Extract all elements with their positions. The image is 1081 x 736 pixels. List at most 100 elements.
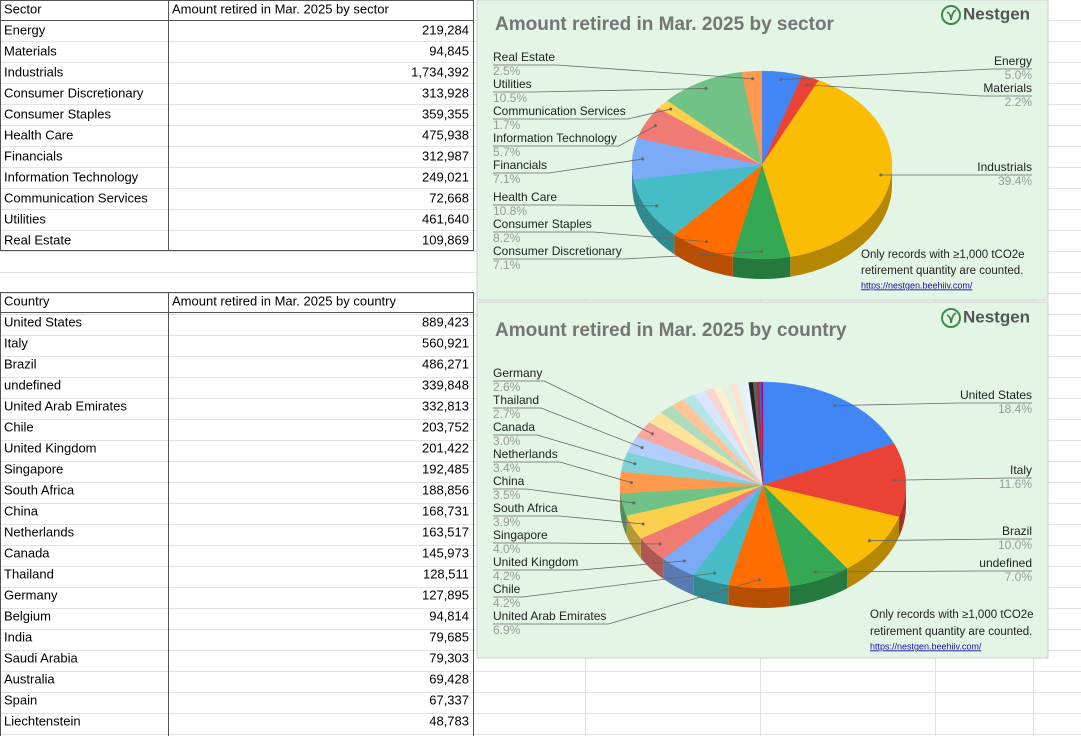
- pie-slice-side: [640, 538, 664, 579]
- slice-label: Canada: [493, 420, 535, 434]
- pie-slice: [761, 80, 893, 257]
- leader-dot: [813, 570, 817, 574]
- pie-slice: [741, 70, 763, 166]
- leader-dot: [641, 157, 645, 161]
- name-cell: Thailand: [4, 566, 54, 581]
- chart: Amount retired in Mar. 2025 by country Ne…: [476, 301, 1049, 659]
- header-cell: Amount retired in Mar. 2025 by country: [172, 293, 397, 308]
- pie-slice: [761, 381, 764, 486]
- slice-value-label: 3.5%: [493, 488, 521, 502]
- amount-cell: 67,337: [429, 692, 469, 707]
- amount-cell: 461,640: [422, 211, 469, 226]
- name-cell: Germany: [4, 587, 58, 602]
- leader-line: [806, 84, 1032, 97]
- slice-label: Real Estate: [493, 50, 555, 64]
- pie-slice-side: [633, 179, 675, 255]
- leader-line: [493, 488, 634, 504]
- leader-line: [815, 570, 1032, 573]
- slice-label: Netherlands: [493, 447, 558, 461]
- slice-label: Italy: [1010, 463, 1032, 477]
- leader-dot: [653, 124, 657, 128]
- charts: Amount retired in Mar. 2025 by sector Nes…: [476, 0, 1049, 659]
- name-cell: India: [4, 629, 33, 644]
- leader-line: [493, 515, 644, 525]
- name-cell: Communication Services: [4, 190, 148, 205]
- leader-line: [493, 125, 656, 147]
- amount-cell: 109,869: [422, 232, 469, 247]
- sheet-cells: Sector Amount retired in Mar. 2025 by sec…: [4, 1, 469, 728]
- chart-note: Only records with ≥1,000 tCO2e: [870, 609, 1034, 621]
- leader-line: [493, 579, 760, 625]
- slice-value-label: 4.2%: [493, 596, 521, 610]
- leader-dot: [633, 462, 637, 466]
- amount-cell: 486,271: [422, 356, 469, 371]
- slice-label: Energy: [994, 54, 1032, 68]
- amount-cell: 339,848: [422, 377, 469, 392]
- leader-dot: [641, 522, 645, 526]
- slice-label: Materials: [983, 81, 1032, 95]
- logo-leaf: [946, 312, 957, 324]
- header-cell: Country: [4, 293, 50, 308]
- amount-cell: 203,752: [422, 419, 469, 434]
- pie-slice-side: [789, 568, 848, 607]
- pie-slice: [633, 164, 763, 235]
- pie-slice: [762, 484, 900, 569]
- amount-cell: 560,921: [422, 335, 469, 350]
- name-cell: Energy: [4, 22, 46, 37]
- chart-note: retirement quantity are counted.: [870, 626, 1032, 638]
- slice-label: Consumer Staples: [493, 217, 592, 231]
- name-cell: Health Care: [4, 127, 73, 142]
- name-cell: Brazil: [4, 356, 37, 371]
- slice-value-label: 5.7%: [493, 145, 521, 159]
- leader-dot: [704, 240, 708, 244]
- amount-cell: 188,856: [422, 482, 469, 497]
- slice-value-label: 7.0%: [1005, 570, 1033, 584]
- slice-label: China: [493, 474, 525, 488]
- name-cell: Industrials: [4, 64, 64, 79]
- leader-dot: [751, 77, 755, 81]
- chart-link[interactable]: https://nestgen.beehiiv.com/: [870, 641, 982, 651]
- pie-sides: [620, 485, 906, 608]
- name-cell: Belgium: [4, 608, 51, 623]
- name-cell: Utilities: [4, 211, 46, 226]
- slice-value-label: 11.6%: [999, 477, 1032, 491]
- slice-value-label: 7.1%: [493, 172, 521, 186]
- pie-slice-side: [674, 234, 733, 277]
- amount-cell: 312,987: [422, 148, 469, 163]
- leader-dot: [757, 578, 761, 582]
- slice-value-label: 2.2%: [1005, 95, 1033, 109]
- slice-value-label: 10.0%: [998, 538, 1032, 552]
- leader-dot: [760, 249, 764, 253]
- amount-cell: 79,685: [429, 629, 469, 644]
- name-cell: South Africa: [4, 482, 75, 497]
- pie-slice-side: [693, 574, 729, 605]
- name-cell: Italy: [4, 335, 28, 350]
- leader-line: [493, 64, 753, 80]
- slice-label: Chile: [493, 582, 521, 596]
- leader-dot: [682, 559, 686, 563]
- slice-value-label: 10.5%: [493, 91, 527, 105]
- pie-tops: [619, 381, 907, 589]
- leader-line: [493, 434, 635, 465]
- leader-line: [493, 108, 671, 120]
- slice-label: Information Technology: [493, 131, 617, 145]
- pie-sides: [632, 165, 892, 279]
- pie-slice-side: [790, 165, 892, 277]
- amount-cell: 168,731: [422, 503, 469, 518]
- slice-label: Financials: [493, 158, 547, 172]
- amount-cell: 889,423: [422, 314, 469, 329]
- leader-line: [493, 572, 715, 598]
- logo-text: Nestgen: [963, 4, 1030, 23]
- slice-label: Industrials: [977, 160, 1032, 174]
- name-cell: Real Estate: [4, 232, 71, 247]
- slice-label: Thailand: [493, 393, 539, 407]
- logo-icon: [941, 5, 961, 25]
- name-cell: Canada: [4, 545, 50, 560]
- leader-line: [493, 158, 643, 174]
- leader-dot: [704, 87, 708, 91]
- name-cell: United Arab Emirates: [4, 398, 127, 413]
- amount-cell: 163,517: [422, 524, 469, 539]
- chart-title: Amount retired in Mar. 2025 by sector: [495, 14, 835, 35]
- chart-link[interactable]: https://nestgen.beehiiv.com/: [861, 280, 973, 290]
